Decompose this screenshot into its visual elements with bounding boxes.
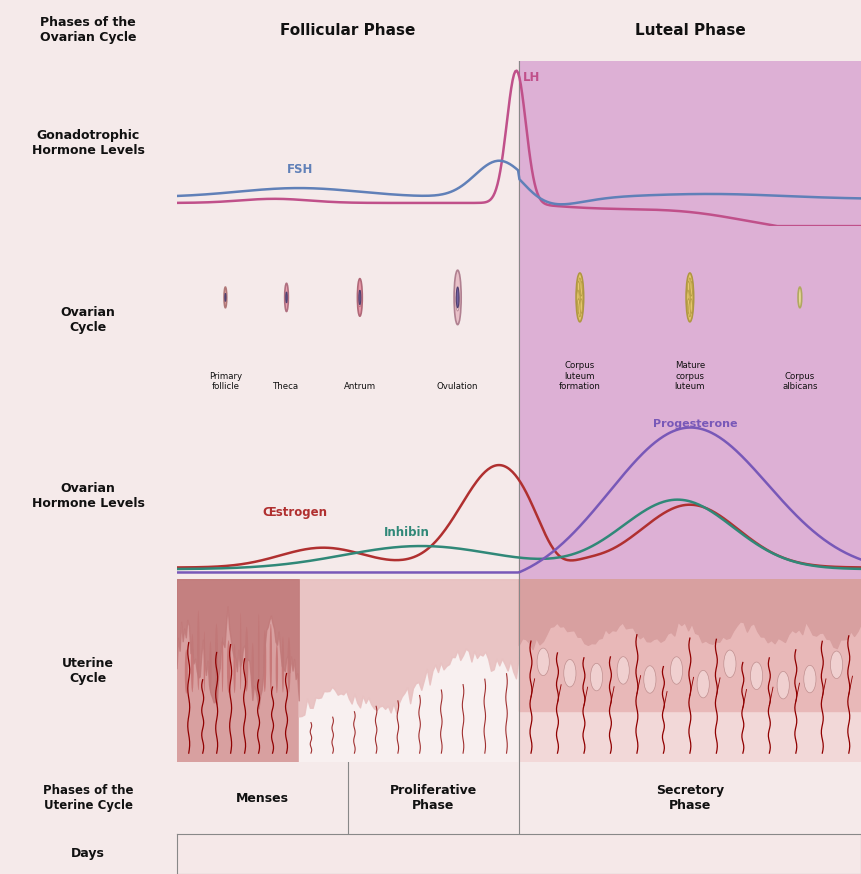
Text: Days: Days	[71, 848, 105, 860]
Text: Corpus
luteum
formation: Corpus luteum formation	[559, 362, 601, 392]
Text: Phases of the
Ovarian Cycle: Phases of the Ovarian Cycle	[40, 17, 137, 45]
Ellipse shape	[691, 290, 693, 305]
Ellipse shape	[831, 651, 843, 678]
Ellipse shape	[671, 656, 683, 684]
Ellipse shape	[456, 287, 459, 308]
Ellipse shape	[251, 643, 254, 693]
Ellipse shape	[689, 302, 691, 317]
Ellipse shape	[577, 290, 579, 305]
Ellipse shape	[580, 299, 582, 314]
Text: Luteal Phase: Luteal Phase	[635, 23, 746, 38]
Ellipse shape	[359, 294, 361, 307]
Ellipse shape	[686, 273, 694, 322]
Ellipse shape	[225, 294, 226, 302]
Ellipse shape	[282, 636, 284, 692]
Ellipse shape	[191, 634, 194, 692]
Ellipse shape	[591, 663, 603, 690]
Ellipse shape	[203, 631, 205, 692]
Ellipse shape	[240, 613, 241, 690]
Ellipse shape	[454, 270, 461, 324]
Ellipse shape	[578, 299, 579, 314]
Bar	[518, 0, 861, 874]
Text: Œstrogen: Œstrogen	[262, 506, 327, 519]
Ellipse shape	[197, 610, 200, 690]
Text: Gonadotrophic
Hormone Levels: Gonadotrophic Hormone Levels	[32, 129, 145, 157]
Ellipse shape	[224, 287, 226, 308]
Bar	[177, 579, 299, 762]
Text: LH: LH	[523, 71, 540, 84]
Ellipse shape	[777, 671, 790, 699]
Bar	[518, 579, 861, 711]
Ellipse shape	[564, 660, 576, 687]
Ellipse shape	[798, 287, 802, 308]
Ellipse shape	[286, 292, 288, 302]
Text: Ovarian
Hormone Levels: Ovarian Hormone Levels	[32, 482, 145, 510]
Bar	[299, 579, 518, 762]
Ellipse shape	[285, 283, 288, 311]
Ellipse shape	[357, 279, 362, 316]
Ellipse shape	[687, 281, 690, 296]
Ellipse shape	[687, 299, 690, 314]
Text: Uterine
Cycle: Uterine Cycle	[62, 656, 115, 684]
Ellipse shape	[689, 278, 691, 293]
Ellipse shape	[215, 623, 218, 691]
Bar	[518, 0, 861, 874]
Bar	[518, 579, 861, 762]
Ellipse shape	[579, 302, 581, 317]
Ellipse shape	[580, 281, 582, 296]
Ellipse shape	[233, 643, 236, 693]
Text: Proliferative
Phase: Proliferative Phase	[389, 784, 477, 812]
Ellipse shape	[227, 641, 230, 693]
Ellipse shape	[209, 642, 212, 693]
Text: Secretory
Phase: Secretory Phase	[656, 784, 724, 812]
Text: Corpus
albicans: Corpus albicans	[782, 371, 818, 392]
Ellipse shape	[617, 656, 629, 684]
Ellipse shape	[578, 281, 579, 296]
Ellipse shape	[751, 662, 763, 690]
Ellipse shape	[258, 614, 260, 690]
Ellipse shape	[222, 636, 223, 692]
Text: Inhibin: Inhibin	[384, 526, 430, 539]
Text: Menses: Menses	[236, 792, 288, 805]
Ellipse shape	[185, 649, 188, 694]
Ellipse shape	[576, 273, 584, 322]
Text: Mature
corpus
luteum: Mature corpus luteum	[675, 362, 705, 392]
Ellipse shape	[245, 627, 248, 691]
Ellipse shape	[580, 290, 583, 305]
Ellipse shape	[269, 624, 272, 691]
Text: Progesterone: Progesterone	[653, 419, 738, 429]
Ellipse shape	[579, 278, 581, 293]
Text: Primary
follicle: Primary follicle	[209, 371, 242, 392]
Ellipse shape	[359, 290, 361, 304]
Text: Phases of the
Uterine Cycle: Phases of the Uterine Cycle	[43, 784, 133, 812]
Ellipse shape	[263, 630, 266, 692]
Ellipse shape	[644, 666, 656, 693]
Bar	[518, 0, 861, 874]
Text: Ovulation: Ovulation	[437, 382, 479, 392]
Ellipse shape	[537, 649, 549, 676]
Ellipse shape	[690, 299, 692, 314]
Text: Antrum: Antrum	[344, 382, 376, 392]
Ellipse shape	[687, 290, 689, 305]
Ellipse shape	[697, 670, 709, 697]
Text: FSH: FSH	[287, 163, 313, 177]
Text: Follicular Phase: Follicular Phase	[280, 23, 415, 38]
Ellipse shape	[288, 637, 290, 692]
Ellipse shape	[804, 665, 816, 693]
Text: Ovarian
Cycle: Ovarian Cycle	[61, 306, 115, 334]
Ellipse shape	[276, 644, 278, 693]
Ellipse shape	[690, 281, 692, 296]
Text: Theca: Theca	[274, 382, 300, 392]
Ellipse shape	[455, 292, 460, 311]
Ellipse shape	[724, 650, 736, 677]
